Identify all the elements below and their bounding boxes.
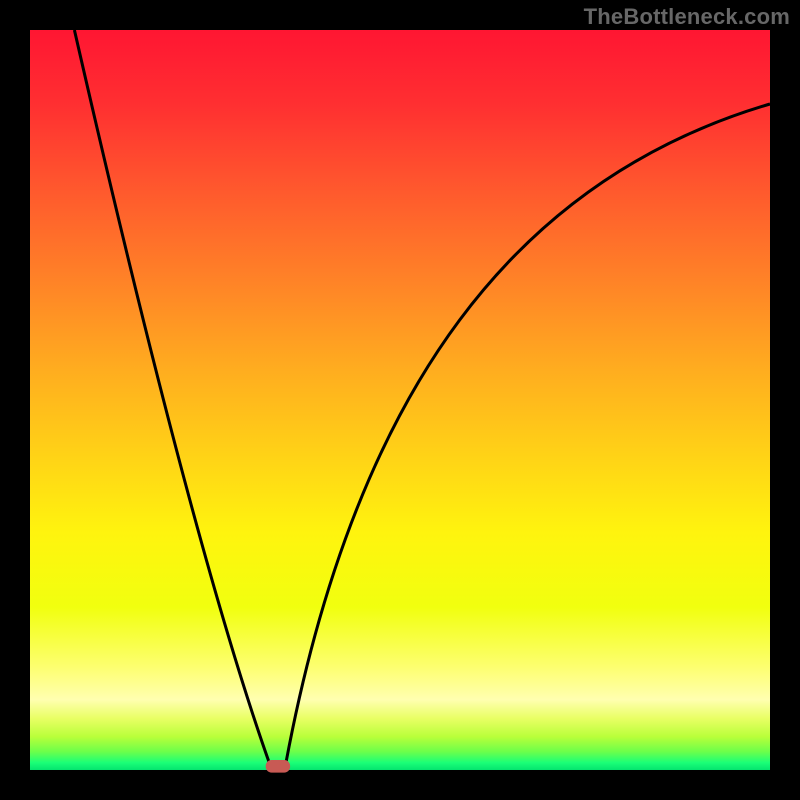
bottleneck-chart <box>0 0 800 800</box>
chart-frame: TheBottleneck.com <box>0 0 800 800</box>
minimum-marker <box>266 760 290 773</box>
plot-background <box>30 30 770 770</box>
watermark-text: TheBottleneck.com <box>584 4 790 30</box>
